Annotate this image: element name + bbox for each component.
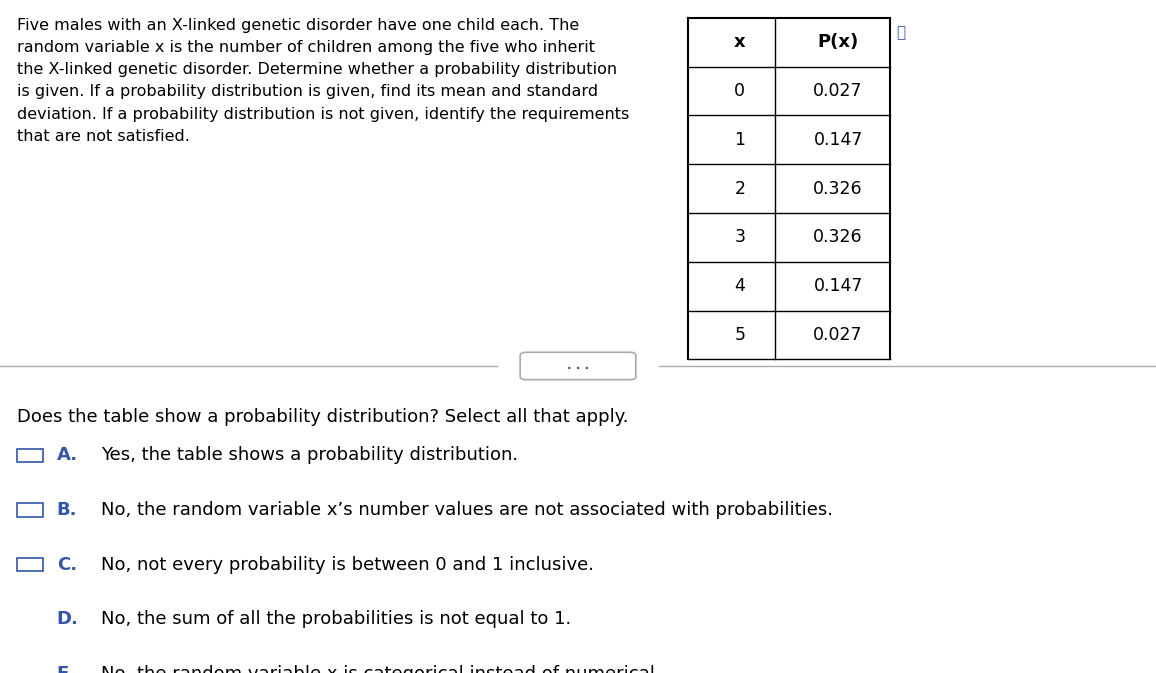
Text: E.: E. [57, 665, 76, 673]
Text: ⧉: ⧉ [896, 25, 905, 40]
Text: No, the sum of all the probabilities is not equal to 1.: No, the sum of all the probabilities is … [101, 610, 571, 629]
FancyBboxPatch shape [17, 668, 43, 673]
Text: B.: B. [57, 501, 77, 519]
Text: 2: 2 [734, 180, 746, 198]
Text: 1: 1 [734, 131, 746, 149]
Text: No, the random variable x is categorical instead of numerical.: No, the random variable x is categorical… [101, 665, 660, 673]
Text: . . .: . . . [566, 359, 590, 372]
Text: 0.027: 0.027 [814, 326, 862, 344]
Text: 0.326: 0.326 [814, 228, 862, 246]
Text: 3: 3 [734, 228, 746, 246]
Text: 0.027: 0.027 [814, 82, 862, 100]
Text: 0.147: 0.147 [814, 277, 862, 295]
FancyBboxPatch shape [17, 503, 43, 517]
Text: x: x [734, 33, 746, 51]
Text: 5: 5 [734, 326, 746, 344]
Text: Yes, the table shows a probability distribution.: Yes, the table shows a probability distr… [101, 446, 518, 464]
FancyBboxPatch shape [17, 558, 43, 571]
Text: P(x): P(x) [817, 33, 859, 51]
Text: Does the table show a probability distribution? Select all that apply.: Does the table show a probability distri… [17, 408, 629, 425]
Text: No, the random variable x’s number values are not associated with probabilities.: No, the random variable x’s number value… [101, 501, 832, 519]
Text: 4: 4 [734, 277, 746, 295]
Text: C.: C. [57, 556, 76, 573]
Text: D.: D. [57, 610, 79, 629]
FancyBboxPatch shape [17, 449, 43, 462]
Text: A.: A. [57, 446, 77, 464]
Text: No, not every probability is between 0 and 1 inclusive.: No, not every probability is between 0 a… [101, 556, 593, 573]
Text: 0.326: 0.326 [814, 180, 862, 198]
FancyBboxPatch shape [17, 613, 43, 626]
FancyBboxPatch shape [520, 352, 636, 380]
Text: Five males with an X-linked genetic disorder have one child each. The
random var: Five males with an X-linked genetic diso… [17, 18, 630, 144]
Text: 0: 0 [734, 82, 746, 100]
Text: 0.147: 0.147 [814, 131, 862, 149]
